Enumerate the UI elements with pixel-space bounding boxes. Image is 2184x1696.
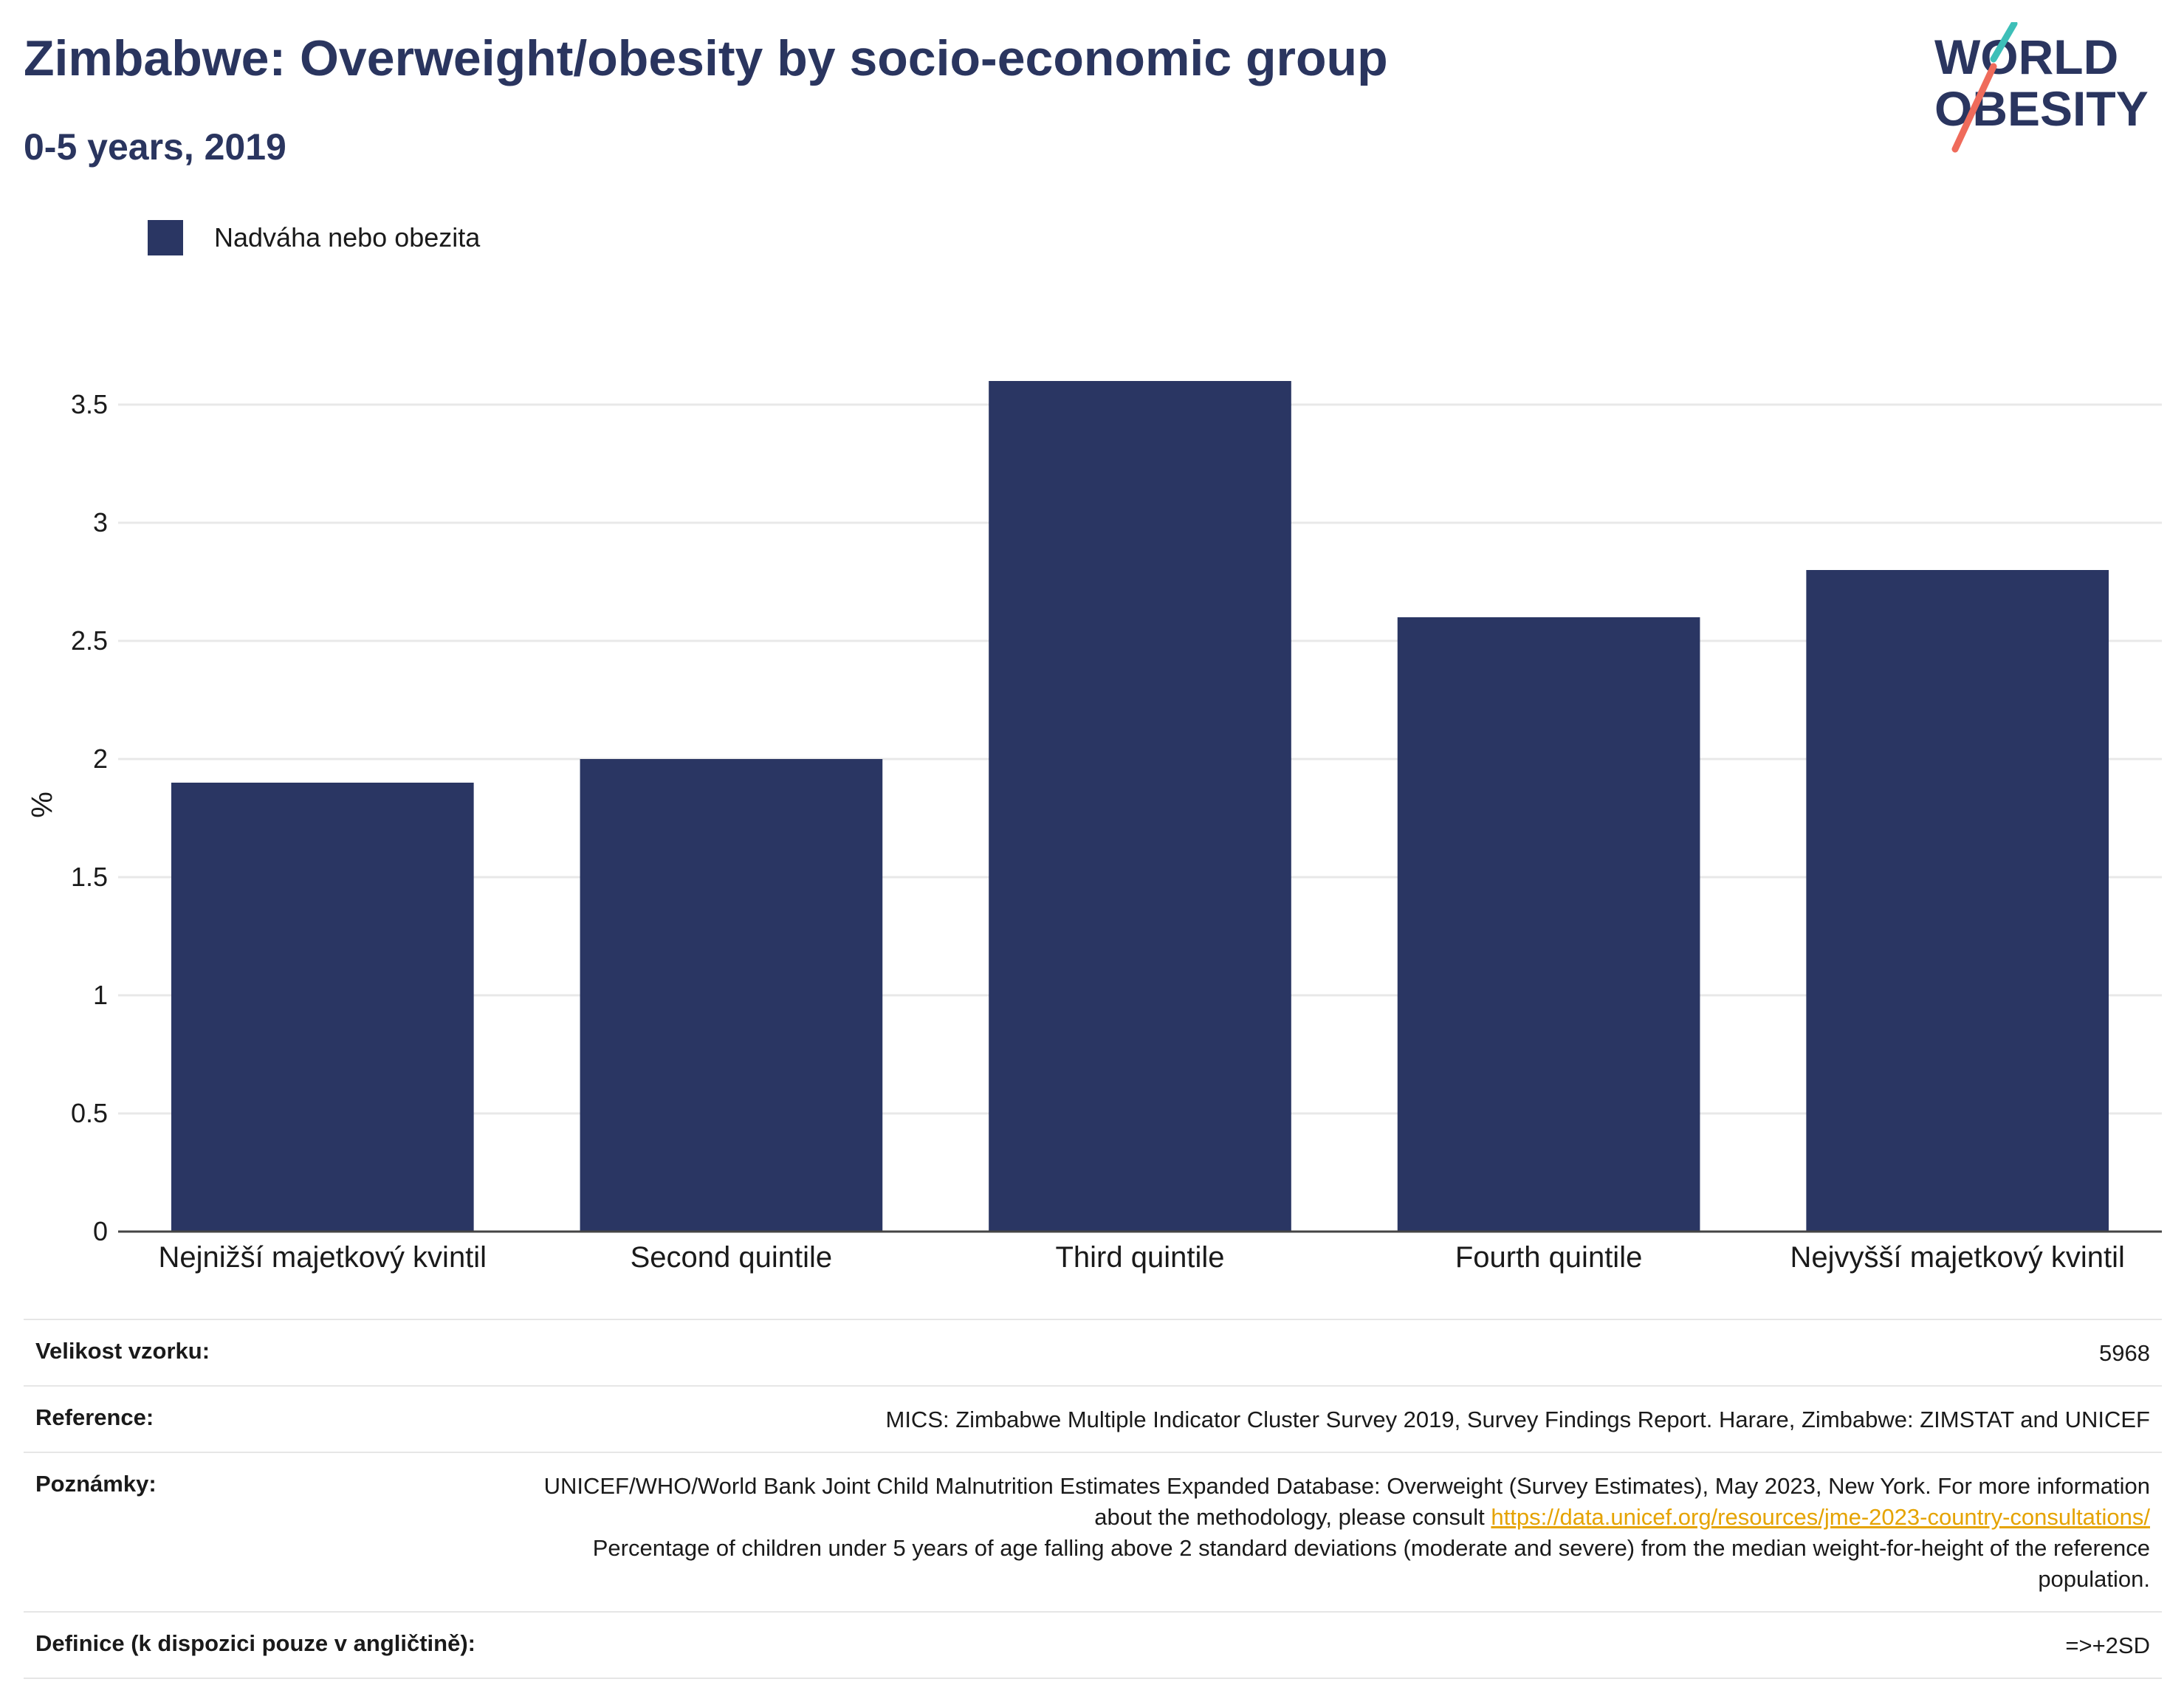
y-tick-label: 2.5 bbox=[71, 625, 108, 656]
definition-label: Definice (k dispozici pouze v angličtině… bbox=[35, 1630, 475, 1656]
bar-chart: 0 0.5 1 1.5 2 2.5 3 3.5 Nejnižší majetkový kvint… bbox=[71, 381, 2162, 1274]
y-tick-label: 1 bbox=[93, 980, 108, 1010]
bar bbox=[1806, 570, 2109, 1232]
bar bbox=[989, 381, 1291, 1232]
notes-value: UNICEF/WHO/World Bank Joint Child Malnut… bbox=[540, 1471, 2150, 1595]
notes-label: Poznámky: bbox=[35, 1471, 157, 1497]
bar bbox=[1397, 617, 1700, 1232]
metadata-table: Velikost vzorku: 5968 Reference: MICS: Z… bbox=[24, 1319, 2162, 1679]
logo-line-1: WORLD bbox=[1934, 30, 2118, 84]
sample-size-label: Velikost vzorku: bbox=[35, 1338, 210, 1364]
y-tick-label: 3.5 bbox=[71, 389, 108, 419]
y-tick-label: 0 bbox=[93, 1216, 108, 1246]
definition-value: =>+2SD bbox=[2065, 1633, 2150, 1658]
x-tick-label: Nejnižší majetkový kvintil bbox=[159, 1241, 487, 1274]
reference-label: Reference: bbox=[35, 1404, 154, 1430]
legend-swatch bbox=[148, 220, 183, 255]
chart-legend: Nadváha nebo obezita bbox=[148, 220, 480, 255]
notes-text-2: Percentage of children under 5 years of … bbox=[592, 1535, 2150, 1592]
bar bbox=[171, 783, 474, 1232]
x-tick-label: Fourth quintile bbox=[1455, 1241, 1642, 1274]
y-tick-label: 0.5 bbox=[71, 1098, 108, 1128]
y-tick-label: 2 bbox=[93, 744, 108, 774]
logo-slash-bottom bbox=[1951, 63, 1997, 153]
y-tick-label: 3 bbox=[93, 507, 108, 538]
page-title: Zimbabwe: Overweight/obesity by socio-ec… bbox=[24, 30, 1388, 86]
bar bbox=[580, 759, 883, 1232]
reference-row: Reference: MICS: Zimbabwe Multiple Indic… bbox=[24, 1385, 2162, 1452]
reference-value: MICS: Zimbabwe Multiple Indicator Cluste… bbox=[885, 1407, 2151, 1432]
page-subtitle: 0-5 years, 2019 bbox=[24, 126, 286, 168]
notes-text-1: UNICEF/WHO/World Bank Joint Child Malnut… bbox=[543, 1473, 2150, 1530]
x-tick-label: Nejvyšší majetkový kvintil bbox=[1790, 1241, 2124, 1274]
logo-line-2: OBESITY bbox=[1934, 81, 2149, 136]
notes-row: Poznámky: UNICEF/WHO/World Bank Joint Ch… bbox=[24, 1452, 2162, 1611]
sample-size-value: 5968 bbox=[2099, 1340, 2150, 1366]
x-tick-label: Second quintile bbox=[631, 1241, 833, 1274]
logo-slash-top bbox=[1990, 22, 2018, 63]
y-tick-label: 1.5 bbox=[71, 862, 108, 892]
notes-link[interactable]: https://data.unicef.org/resources/jme-20… bbox=[1491, 1504, 2150, 1530]
legend-label: Nadváha nebo obezita bbox=[214, 222, 481, 253]
definition-row: Definice (k dispozici pouze v angličtině… bbox=[24, 1611, 2162, 1679]
x-tick-label: Third quintile bbox=[1055, 1241, 1224, 1274]
world-obesity-logo: WORLD OBESITY bbox=[1934, 22, 2149, 153]
sample-size-row: Velikost vzorku: 5968 bbox=[24, 1319, 2162, 1385]
